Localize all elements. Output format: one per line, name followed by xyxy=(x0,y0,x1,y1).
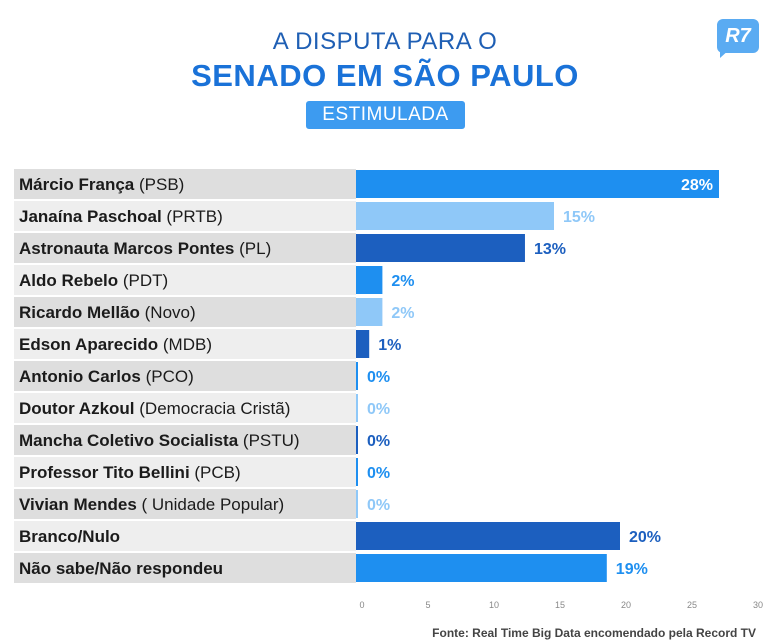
category-label: Professor Tito Bellini (PCB) xyxy=(19,463,241,482)
bar xyxy=(356,490,358,518)
data-label: 15% xyxy=(563,209,595,226)
data-label: 0% xyxy=(367,401,390,418)
x-tick-label: 15 xyxy=(555,600,565,610)
category-label: Antonio Carlos (PCO) xyxy=(19,367,194,386)
category-label: Edson Aparecido (MDB) xyxy=(19,335,212,354)
bar xyxy=(356,234,525,262)
bar xyxy=(356,522,620,550)
row-background xyxy=(14,169,356,199)
row-background xyxy=(14,489,356,519)
row-background xyxy=(14,521,356,551)
x-tick-label: 5 xyxy=(425,600,430,610)
row-background xyxy=(14,329,356,359)
x-tick-label: 25 xyxy=(687,600,697,610)
title-line-1: A DISPUTA PARA O xyxy=(272,28,498,55)
bar xyxy=(356,266,383,294)
data-label: 0% xyxy=(367,465,390,482)
badge-estimulada: ESTIMULADA xyxy=(306,101,465,129)
data-label: 1% xyxy=(378,337,401,354)
data-label: 0% xyxy=(367,497,390,514)
category-label: Vivian Mendes ( Unidade Popular) xyxy=(19,495,284,514)
data-label: 20% xyxy=(629,529,661,546)
source-note: Fonte: Real Time Big Data encomendado pe… xyxy=(432,626,756,640)
bar xyxy=(356,202,554,230)
x-tick-label: 30 xyxy=(753,600,763,610)
bar xyxy=(356,298,383,326)
row-background xyxy=(14,393,356,423)
bar xyxy=(356,170,719,198)
category-label: Janaína Paschoal (PRTB) xyxy=(19,207,223,226)
data-label: 13% xyxy=(534,241,566,258)
category-label: Márcio França (PSB) xyxy=(19,175,184,194)
bar xyxy=(356,330,370,358)
row-background xyxy=(14,425,356,455)
x-tick-label: 10 xyxy=(489,600,499,610)
category-label: Doutor Azkoul (Democracia Cristã) xyxy=(19,399,290,418)
bar xyxy=(356,458,358,486)
category-label: Aldo Rebelo (PDT) xyxy=(19,271,168,290)
data-label: 0% xyxy=(367,433,390,450)
bar xyxy=(356,394,358,422)
row-background xyxy=(14,201,356,231)
data-label: 2% xyxy=(391,305,414,322)
category-label: Ricardo Mellão (Novo) xyxy=(19,303,196,322)
bar xyxy=(356,426,358,454)
x-tick-label: 0 xyxy=(359,600,364,610)
r7-logo-tail xyxy=(720,49,730,58)
category-label: Astronauta Marcos Pontes (PL) xyxy=(19,239,271,258)
data-label: 2% xyxy=(391,273,414,290)
row-background xyxy=(14,361,356,391)
bar xyxy=(356,362,358,390)
data-label: 0% xyxy=(367,369,390,386)
category-label: Branco/Nulo xyxy=(19,527,120,546)
x-tick-label: 20 xyxy=(621,600,631,610)
row-background xyxy=(14,457,356,487)
row-background xyxy=(14,233,356,263)
bar xyxy=(356,554,607,582)
row-background xyxy=(14,553,356,583)
r7-logo: R7 xyxy=(717,19,759,53)
category-label: Mancha Coletivo Socialista (PSTU) xyxy=(19,431,300,450)
row-background xyxy=(14,297,356,327)
row-background xyxy=(14,265,356,295)
page-title: SENADO EM SÃO PAULO xyxy=(191,58,579,93)
data-label: 19% xyxy=(616,561,648,578)
category-label: Não sabe/Não respondeu xyxy=(19,559,223,578)
data-label: 28% xyxy=(681,177,713,194)
